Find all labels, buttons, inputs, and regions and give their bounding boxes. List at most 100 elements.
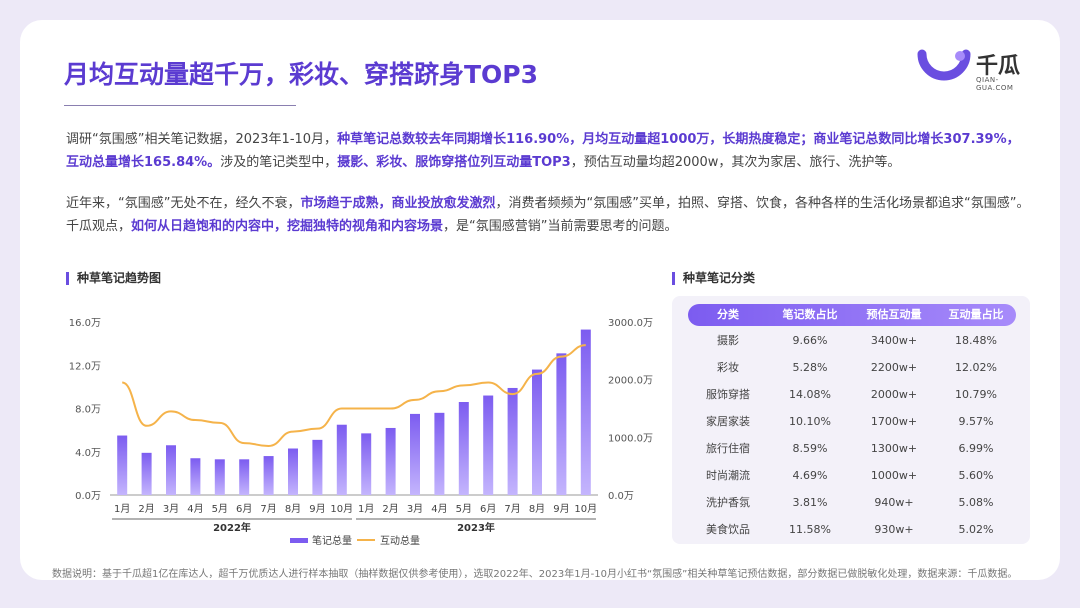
table-cell: 时尚潮流 — [706, 469, 750, 482]
x-tick-label: 2月 — [138, 503, 154, 515]
table-header-cell: 预估互动量 — [866, 308, 922, 321]
table-cell: 旅行住宿 — [706, 442, 750, 455]
bar-notes-total — [410, 413, 420, 495]
x-tick-label: 9月 — [553, 503, 569, 515]
table-cell: 5.60% — [958, 469, 994, 482]
chart-section-title: 种草笔记趋势图 — [66, 272, 161, 285]
table-cell: 14.08% — [789, 388, 831, 401]
x-tick-label: 2月 — [382, 503, 398, 515]
table-row: 美食饮品 11.58% 930w+ 5.02% — [688, 517, 1016, 543]
table-cell: 5.02% — [958, 523, 994, 536]
table-cell: 940w+ — [874, 496, 914, 509]
para1-highlight-1: 种草笔记总数较去年同期增长116.90%，月均互动量超1000万，长期热度稳定；… — [66, 132, 1020, 170]
table-row: 摄影 9.66% 3400w+ 18.48% — [688, 328, 1016, 354]
table-cell: 18.48% — [955, 334, 997, 347]
table-cell: 11.58% — [789, 523, 831, 536]
table-cell: 2000w+ — [870, 388, 918, 401]
x-tick-label: 8月 — [285, 503, 301, 515]
bar-notes-total — [532, 369, 542, 495]
bar-notes-total — [117, 435, 128, 495]
y-right-tick-label: 2000.0万 — [608, 376, 653, 387]
table-row: 家居家装 10.10% 1700w+ 9.57% — [688, 409, 1016, 435]
y-left-tick-label: 16.0万 — [69, 318, 101, 329]
bar-notes-total — [166, 445, 176, 495]
brand-logo: 千瓜 QIAN-GUA.COM — [916, 46, 1036, 92]
table-cell: 家居家装 — [706, 415, 750, 428]
table-cell: 930w+ — [874, 523, 914, 536]
year-group-label: 2023年 — [457, 521, 495, 534]
legend-bar-swatch — [290, 538, 308, 543]
x-tick-label: 10月 — [574, 503, 597, 515]
table-cell: 8.59% — [792, 442, 828, 455]
table-cell: 3.81% — [792, 496, 828, 509]
bar-notes-total — [312, 439, 323, 495]
bar-notes-total — [239, 459, 250, 495]
data-footnote: 数据说明：基于千瓜超1亿在库达人，超千万优质达人进行样本抽取（抽样数据仅供参考使… — [52, 569, 1018, 580]
year-group-label: 2022年 — [213, 521, 251, 534]
table-cell: 1300w+ — [870, 442, 918, 455]
legend-bar-label: 笔记总量 — [312, 534, 352, 547]
x-tick-label: 10月 — [330, 503, 353, 515]
bar-notes-total — [361, 433, 372, 495]
table-cell: 10.79% — [955, 388, 997, 401]
x-tick-label: 3月 — [163, 503, 179, 515]
y-left-tick-label: 4.0万 — [75, 448, 101, 459]
bar-notes-total — [141, 452, 152, 495]
x-tick-label: 4月 — [431, 503, 447, 515]
table-cell: 4.69% — [792, 469, 828, 482]
paragraph-summary: 调研“氛围感”相关笔记数据，2023年1-10月，种草笔记总数较去年同期增长11… — [66, 128, 1032, 174]
bar-notes-total — [263, 456, 274, 495]
para2-text-3: ，是“氛围感营销”当前需要思考的问题。 — [443, 219, 678, 234]
table-section-title: 种草笔记分类 — [672, 272, 755, 285]
table-cell: 1000w+ — [870, 469, 918, 482]
table-cell: 服饰穿搭 — [706, 388, 750, 401]
para2-highlight-1: 市场趋于成熟，商业投放愈发激烈 — [300, 196, 496, 211]
bar-notes-total — [483, 395, 494, 495]
x-tick-label: 4月 — [187, 503, 203, 515]
table-cell: 9.57% — [958, 415, 994, 428]
y-left-tick-label: 0.0万 — [75, 491, 101, 502]
table-cell: 3400w+ — [870, 334, 918, 347]
x-tick-label: 3月 — [407, 503, 423, 515]
table-cell: 1700w+ — [870, 415, 918, 428]
para1-text-2: 涉及的笔记类型中， — [220, 155, 338, 170]
table-header-cell: 分类 — [717, 308, 739, 321]
x-tick-label: 5月 — [212, 503, 228, 515]
para1-text-1: 调研“氛围感”相关笔记数据，2023年1-10月， — [66, 132, 338, 147]
x-tick-label: 7月 — [504, 503, 520, 515]
logo-mark-icon — [917, 49, 971, 81]
table-row: 服饰穿搭 14.08% 2000w+ 10.79% — [688, 382, 1016, 408]
table-cell: 5.28% — [792, 361, 828, 374]
logo-url: QIAN-GUA.COM — [976, 76, 1014, 92]
y-left-tick-label: 8.0万 — [75, 405, 101, 416]
bar-notes-total — [190, 458, 201, 495]
x-tick-label: 5月 — [456, 503, 472, 515]
x-tick-label: 1月 — [358, 503, 374, 515]
table-header-cell: 互动量占比 — [948, 308, 1004, 321]
table-cell: 美食饮品 — [706, 523, 750, 536]
table-row: 洗护香氛 3.81% 940w+ 5.08% — [688, 490, 1016, 516]
bar-notes-total — [507, 387, 518, 495]
logo-name: 千瓜 — [976, 54, 1021, 79]
table-row: 彩妆 5.28% 2200w+ 12.02% — [688, 355, 1016, 381]
x-tick-label: 8月 — [529, 503, 545, 515]
x-tick-label: 6月 — [236, 503, 252, 515]
bar-notes-total — [385, 427, 396, 495]
table-cell: 彩妆 — [717, 361, 739, 374]
para1-text-3: ，预估互动量均超2000w，其次为家居、旅行、洗护等。 — [570, 155, 901, 170]
table-cell: 6.99% — [958, 442, 994, 455]
y-right-tick-label: 3000.0万 — [608, 318, 653, 329]
page-title: 月均互动量超千万，彩妆、穿搭跻身TOP3 — [64, 60, 539, 89]
table-cell: 2200w+ — [870, 361, 918, 374]
para2-text-2: ，消费者频频为“氛围感”买单，拍照、穿搭、饮食，各种各样的生活化场景都追求“氛围… — [66, 196, 1030, 234]
table-cell: 12.02% — [955, 361, 997, 374]
y-right-tick-label: 1000.0万 — [608, 433, 653, 444]
bar-notes-total — [214, 459, 225, 495]
line-interaction-total — [121, 344, 586, 447]
y-left-tick-label: 12.0万 — [69, 361, 101, 372]
y-right-tick-label: 0.0万 — [608, 491, 634, 502]
table-cell: 9.66% — [792, 334, 828, 347]
x-tick-label: 6月 — [480, 503, 496, 515]
table-header-cell: 笔记数占比 — [782, 308, 838, 321]
